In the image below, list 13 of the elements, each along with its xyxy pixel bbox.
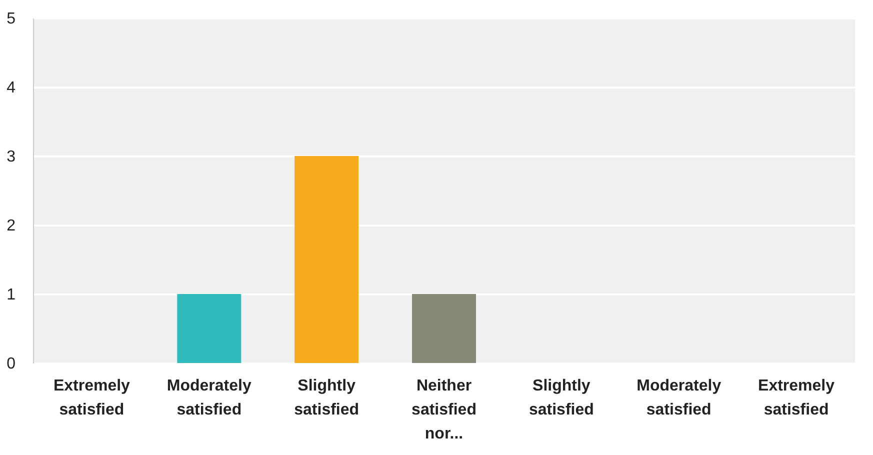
y-tick-label: 2 xyxy=(6,218,16,234)
x-tick-label: Extremely satisfied xyxy=(758,378,835,418)
x-tick-label: Moderately satisfied xyxy=(636,378,722,418)
y-tick-label: 1 xyxy=(6,286,16,304)
y-tick-label: 0 xyxy=(6,356,16,372)
y-tick-label: 5 xyxy=(6,10,16,28)
y-tick-label: 3 xyxy=(6,148,16,166)
x-tick-label: Slightly satisfied xyxy=(528,378,594,418)
x-tick-label: Moderately satisfied xyxy=(166,378,252,418)
x-tick-label: Slightly satisfied xyxy=(294,378,360,418)
y-tick-label: 4 xyxy=(6,80,16,96)
x-tick-label: Extremely satisfied xyxy=(53,378,130,418)
x-tick-label: Neither satisfied nor... xyxy=(412,378,476,442)
